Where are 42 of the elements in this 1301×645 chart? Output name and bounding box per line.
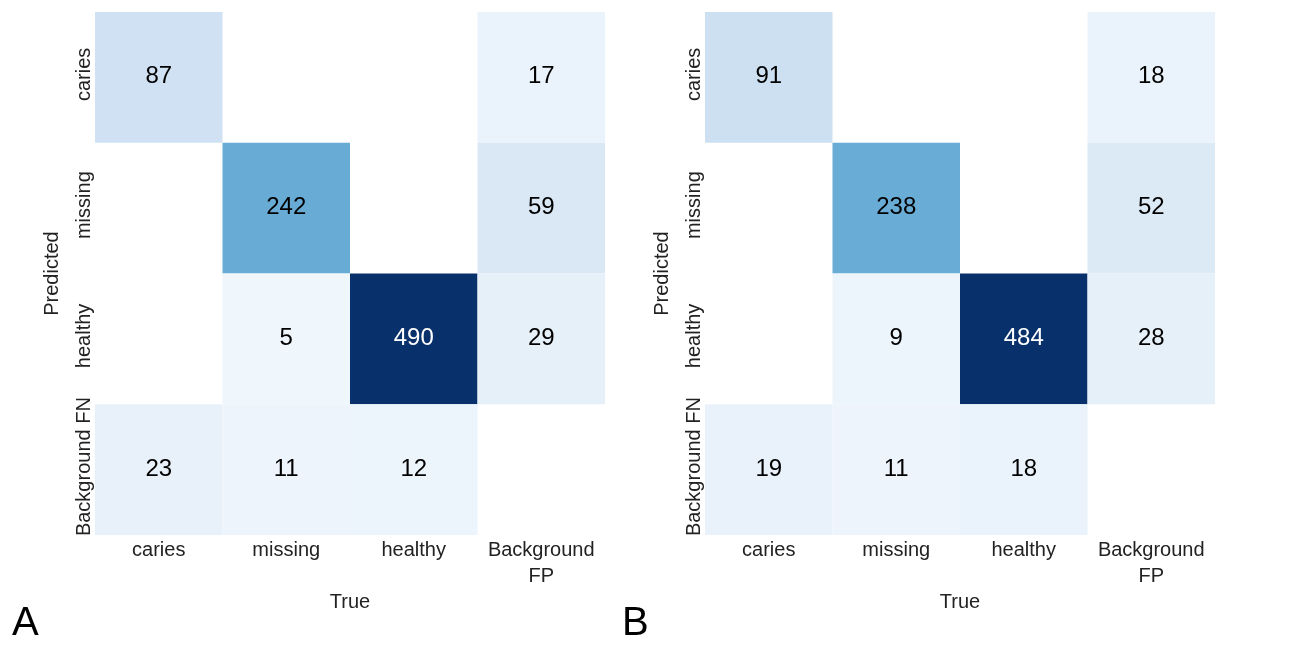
x-tick-label: healthy — [381, 538, 446, 560]
data-label: 28 — [1137, 322, 1165, 350]
data-label: 11 — [883, 453, 909, 481]
y-tick-label: healthy — [682, 303, 704, 369]
x-tick-label: Background FP — [1097, 538, 1205, 586]
x-axis-title: True — [939, 589, 981, 612]
x-tick-label: caries — [742, 538, 796, 560]
data-label: 23 — [145, 453, 173, 481]
y-tick-label: caries — [72, 47, 94, 102]
data-label: 12 — [400, 453, 428, 481]
y-tick-label: missing — [682, 171, 704, 240]
x-axis-title: True — [329, 589, 371, 612]
data-label: 238 — [876, 192, 917, 220]
data-label: 87 — [145, 61, 173, 89]
data-label: 19 — [755, 453, 783, 481]
x-tick-label: missing — [862, 538, 931, 560]
y-tick-label: Background FN — [682, 397, 704, 537]
y-tick-label: Background FN — [72, 397, 94, 537]
data-label: 242 — [266, 192, 307, 220]
x-tick-label: missing — [252, 538, 321, 560]
y-axis-title: Predicted — [649, 231, 672, 316]
data-label: 18 — [1010, 453, 1038, 481]
y-axis-title: Predicted — [39, 231, 62, 316]
data-label: 18 — [1137, 61, 1165, 89]
text: A — [12, 599, 39, 643]
x-tick-label: Background FP — [487, 538, 595, 586]
x-tick-label: caries — [132, 538, 186, 560]
data-label: 59 — [527, 192, 555, 220]
data-label: 52 — [1137, 192, 1165, 220]
data-label: 490 — [393, 322, 434, 350]
data-label: 91 — [755, 61, 783, 89]
data-label: 484 — [1003, 322, 1044, 350]
data-label: 5 — [279, 322, 293, 350]
y-tick-label: healthy — [72, 303, 94, 369]
text: B — [622, 599, 649, 643]
data-label: 9 — [889, 322, 903, 350]
y-tick-label: caries — [682, 47, 704, 102]
data-label: 29 — [527, 322, 555, 350]
data-label: 17 — [527, 61, 555, 89]
y-tick-label: missing — [72, 171, 94, 240]
x-tick-label: healthy — [991, 538, 1056, 560]
data-label: 11 — [273, 453, 299, 481]
